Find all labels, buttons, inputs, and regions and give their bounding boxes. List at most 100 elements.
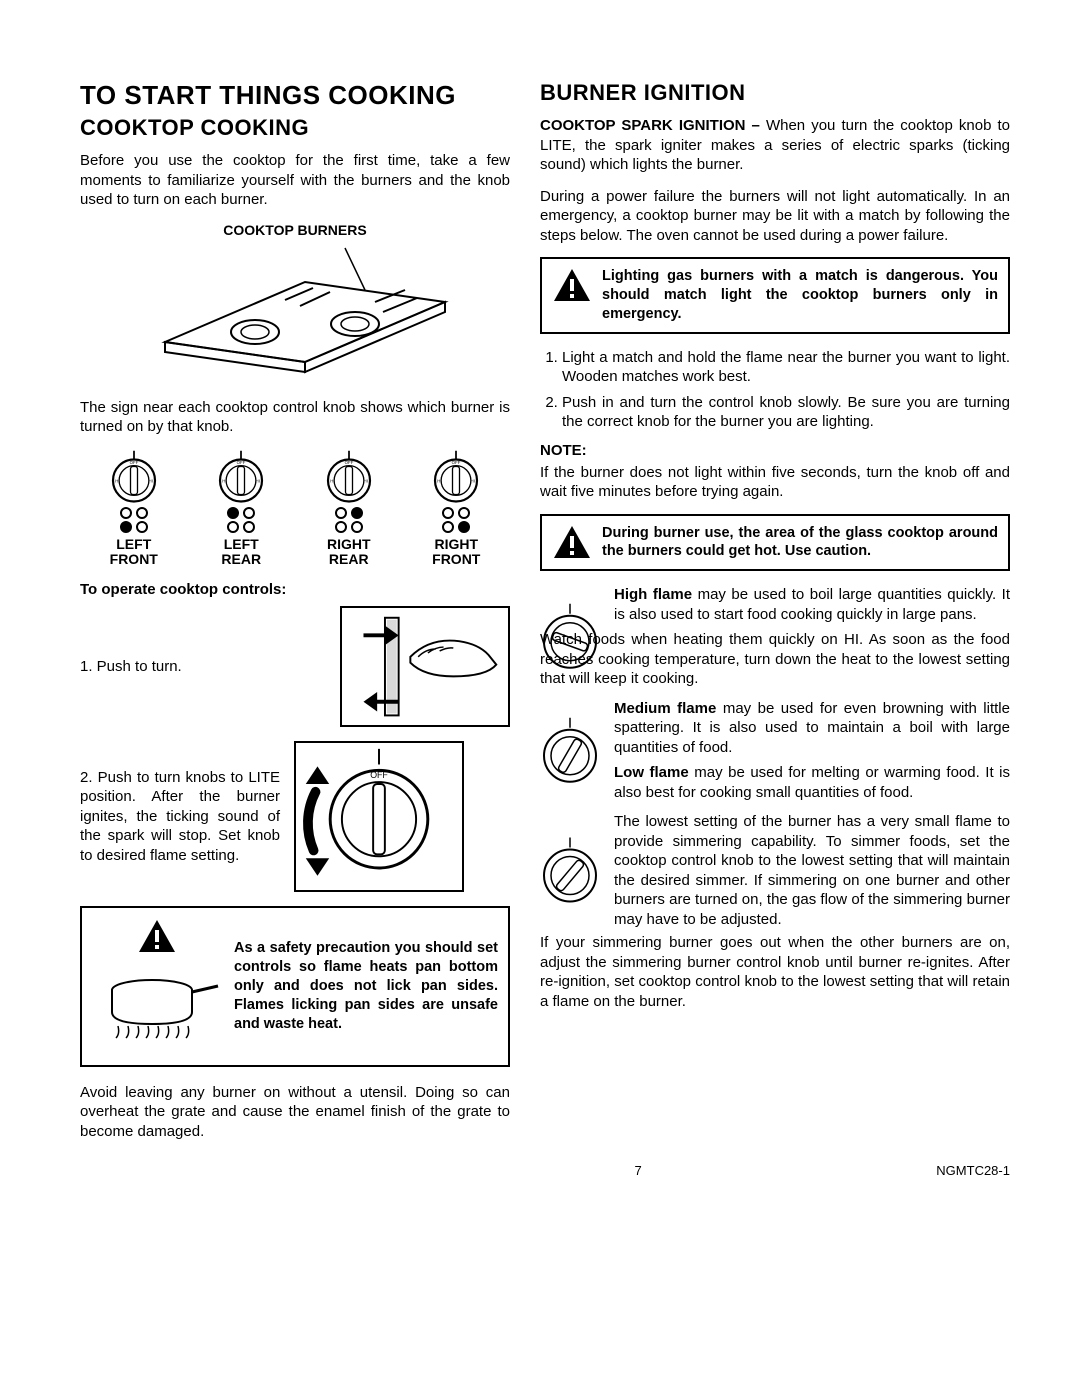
- warn1-text: Lighting gas burners with a match is dan…: [602, 267, 998, 324]
- warn-box-match: Lighting gas burners with a match is dan…: [540, 257, 1010, 334]
- match-steps: Light a match and hold the flame near th…: [540, 348, 1010, 432]
- svg-text:OFF: OFF: [452, 459, 461, 464]
- svg-text:HI: HI: [437, 478, 441, 483]
- burner-dot: [335, 521, 347, 533]
- knob-svg: OFF HI HI: [428, 449, 484, 505]
- svg-text:OFF: OFF: [129, 459, 138, 464]
- knob-caption: The sign near each cooktop control knob …: [80, 398, 510, 437]
- dot-row: [227, 521, 255, 533]
- page-columns: TO START THINGS COOKING COOKTOP COOKING …: [80, 80, 1010, 1153]
- burner-dot: [351, 507, 363, 519]
- svg-text:HI: HI: [363, 478, 367, 483]
- warn-box-hot: During burner use, the area of the glass…: [540, 514, 1010, 572]
- burner-dot: [227, 521, 239, 533]
- knob-label: RIGHTFRONT: [432, 537, 480, 568]
- left-column: TO START THINGS COOKING COOKTOP COOKING …: [80, 80, 510, 1153]
- svg-text:HI: HI: [471, 478, 475, 483]
- warning-icon: [552, 524, 592, 560]
- knob-item: OFF HI HI LEFTREAR: [196, 449, 286, 568]
- spark-heading: COOKTOP SPARK IGNITION –: [540, 117, 766, 134]
- svg-text:HI: HI: [256, 478, 260, 483]
- burner-dot: [458, 521, 470, 533]
- cooktop-svg: [135, 242, 455, 382]
- knob-label: LEFTREAR: [221, 537, 261, 568]
- page-footer: 7 NGMTC28-1: [80, 1163, 1010, 1178]
- subtitle: COOKTOP COOKING: [80, 115, 510, 141]
- dot-row: [335, 507, 363, 519]
- knob-label: RIGHTREAR: [327, 537, 371, 568]
- operate-heading: To operate cooktop controls:: [80, 581, 510, 598]
- pan-warning-text: As a safety precaution you should set co…: [234, 939, 498, 1033]
- high-text: High flame may be used to boil large qua…: [614, 585, 1010, 689]
- burner-dot: [442, 507, 454, 519]
- knob-item: OFF HI HI RIGHTFRONT: [411, 449, 501, 568]
- svg-text:HI: HI: [330, 478, 334, 483]
- lite-knob-svg: OFF: [294, 741, 464, 891]
- warning-icon: [137, 918, 177, 954]
- match-step-1: Light a match and hold the flame near th…: [562, 348, 1010, 387]
- burner-dot: [442, 521, 454, 533]
- dot-row: [120, 521, 148, 533]
- dot-row: [335, 521, 363, 533]
- burner-dot: [136, 507, 148, 519]
- simmer-text: The lowest setting of the burner has a v…: [614, 812, 1010, 929]
- simmer-row: The lowest setting of the burner has a v…: [540, 812, 1010, 929]
- knob-row: OFF HI HI LEFTFRONT OFF HI HI LEFTREAR O…: [80, 449, 510, 568]
- burner-title: BURNER IGNITION: [540, 80, 1010, 106]
- step-1: 1. Push to turn.: [80, 606, 510, 727]
- knob-svg: OFF HI HI: [213, 449, 269, 505]
- power-failure: During a power failure the burners will …: [540, 187, 1010, 246]
- burner-dot: [243, 521, 255, 533]
- main-title: TO START THINGS COOKING: [80, 80, 510, 111]
- simmer-body2: If your simmering burner goes out when t…: [540, 933, 1010, 1011]
- step1-text: 1. Push to turn.: [80, 657, 326, 677]
- svg-text:OFF: OFF: [237, 459, 246, 464]
- burner-dot: [351, 521, 363, 533]
- knob-label: LEFTFRONT: [110, 537, 158, 568]
- burner-dot: [136, 521, 148, 533]
- cooktop-label: COOKTOP BURNERS: [80, 222, 510, 238]
- burner-dot: [120, 521, 132, 533]
- dot-row: [442, 521, 470, 533]
- burner-dot: [243, 507, 255, 519]
- step2-text: 2. Push to turn knobs to LITE position. …: [80, 768, 280, 866]
- note-label: NOTE:: [540, 442, 1010, 459]
- knob-svg: OFF HI HI: [321, 449, 377, 505]
- low-label: Low flame: [614, 764, 689, 781]
- dot-row: [227, 507, 255, 519]
- closing-text: Avoid leaving any burner on without a ut…: [80, 1083, 510, 1142]
- high-label: High flame: [614, 586, 692, 603]
- pan-warning-box: As a safety precaution you should set co…: [80, 906, 510, 1067]
- right-column: BURNER IGNITION COOKTOP SPARK IGNITION –…: [540, 80, 1010, 1153]
- burner-dot: [227, 507, 239, 519]
- match-step-2: Push in and turn the control knob slowly…: [562, 393, 1010, 432]
- medium-flame-row: Medium flame may be used for even browni…: [540, 699, 1010, 803]
- med-label: Medium flame: [614, 700, 716, 717]
- knob-simmer-svg: [540, 812, 600, 929]
- cooktop-diagram: COOKTOP BURNERS: [80, 222, 510, 382]
- pan-svg: [92, 960, 222, 1050]
- svg-text:HI: HI: [115, 478, 119, 483]
- knob-item: OFF HI HI RIGHTREAR: [304, 449, 394, 568]
- knob-item: OFF HI HI LEFTFRONT: [89, 449, 179, 568]
- intro-text: Before you use the cooktop for the first…: [80, 151, 510, 210]
- svg-text:HI: HI: [222, 478, 226, 483]
- simmer-body: The lowest setting of the burner has a v…: [614, 812, 1010, 929]
- high-flame-row: High flame may be used to boil large qua…: [540, 585, 1010, 689]
- step-2: 2. Push to turn knobs to LITE position. …: [80, 741, 510, 891]
- push-turn-svg: [340, 606, 510, 727]
- note-body: If the burner does not light within five…: [540, 463, 1010, 502]
- knob-med-svg: [540, 699, 600, 803]
- dot-row: [442, 507, 470, 519]
- med-text: Medium flame may be used for even browni…: [614, 699, 1010, 803]
- pan-left: [92, 918, 222, 1055]
- svg-text:OFF: OFF: [344, 459, 353, 464]
- warn2-text: During burner use, the area of the glass…: [602, 524, 998, 562]
- burner-dot: [335, 507, 347, 519]
- spark-para: COOKTOP SPARK IGNITION – When you turn t…: [540, 116, 1010, 175]
- burner-dot: [458, 507, 470, 519]
- dot-row: [120, 507, 148, 519]
- doc-code: NGMTC28-1: [936, 1163, 1010, 1178]
- knob-svg: OFF HI HI: [106, 449, 162, 505]
- svg-text:OFF: OFF: [370, 771, 388, 781]
